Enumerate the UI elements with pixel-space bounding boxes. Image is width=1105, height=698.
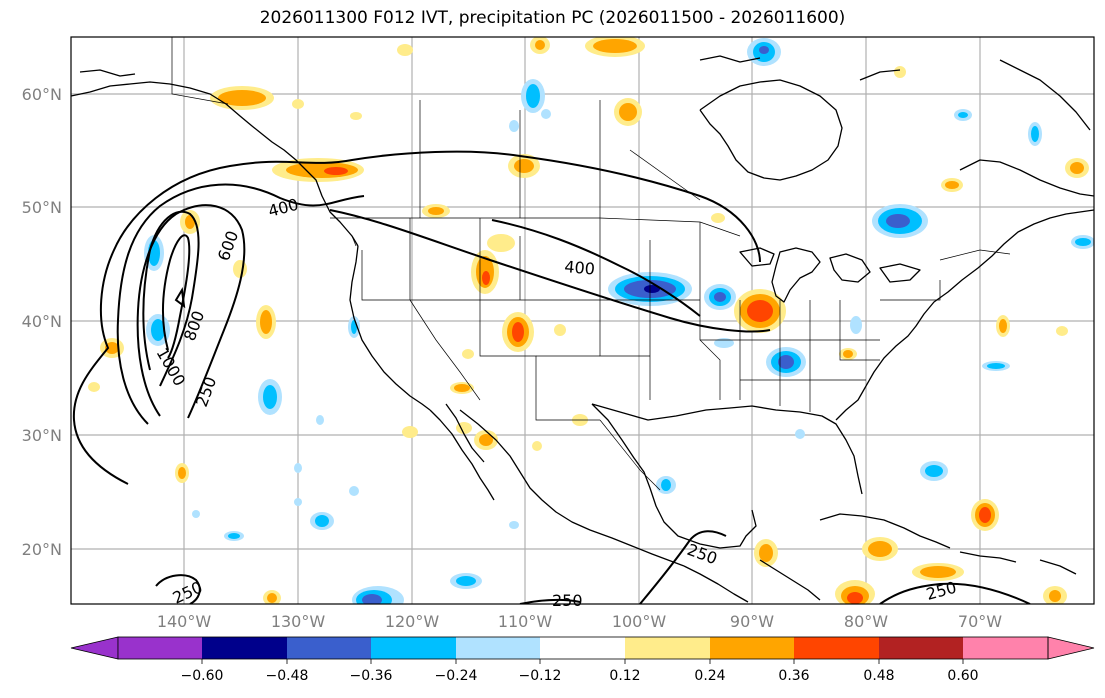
colorbar-tick-label: −0.48 [266, 668, 309, 684]
colorbar-tick-label: 0.48 [863, 668, 894, 684]
precip-pc-shading [88, 37, 1094, 604]
lat-label: 60°N [22, 85, 62, 104]
colorbar-bin [371, 637, 456, 659]
lat-label: 20°N [22, 540, 62, 559]
colorbar-bin [287, 637, 371, 659]
colorbar: −0.60 −0.48 −0.36 −0.24 −0.12 0.12 0.24 … [70, 636, 1095, 684]
colorbar-tick-label: 0.36 [778, 668, 809, 684]
map-frame [70, 36, 1095, 605]
lon-label: 130°W [271, 612, 326, 631]
lon-label: 140°W [157, 612, 212, 631]
map-title: 2026011300 F012 IVT, precipitation PC (2… [259, 8, 846, 28]
colorbar-over-arrow [1047, 636, 1095, 660]
colorbar-outline [117, 636, 1049, 660]
lon-label: 80°W [844, 612, 888, 631]
colorbar-bin [118, 637, 202, 659]
coastlines-borders [71, 55, 1094, 603]
lon-label: 100°W [612, 612, 667, 631]
lon-label: 120°W [385, 612, 440, 631]
latitude-labels: 60°N 50°N 40°N 30°N 20°N [22, 85, 62, 559]
lat-label: 40°N [22, 312, 62, 331]
political-borders [171, 37, 1011, 491]
colorbar-tick-label: 0.60 [947, 668, 978, 684]
colorbar-bin [710, 637, 794, 659]
colorbar-tick-label: −0.36 [350, 668, 393, 684]
colorbar-bin [540, 637, 625, 659]
lon-label: 110°W [498, 612, 553, 631]
lat-label: 30°N [22, 426, 62, 445]
colorbar-bin [202, 637, 287, 659]
contour-label: 400 [564, 257, 596, 279]
colorbar-tick-label: −0.24 [435, 668, 478, 684]
colorbar-tick-label: 0.24 [694, 668, 725, 684]
colorbar-tick-label: −0.60 [181, 668, 224, 684]
lon-label: 90°W [730, 612, 774, 631]
longitude-labels: 140°W 130°W 120°W 110°W 100°W 90°W 80°W … [157, 612, 1002, 631]
colorbar-tick-label: −0.12 [519, 668, 562, 684]
colorbar-under-arrow [70, 636, 119, 660]
colorbar-bin [963, 637, 1048, 659]
lat-label: 50°N [22, 198, 62, 217]
lon-label: 70°W [958, 612, 1002, 631]
colorbar-bin [456, 637, 540, 659]
colorbar-bin [625, 637, 710, 659]
colorbar-bin [794, 637, 879, 659]
ivt-contours [72, 150, 1031, 604]
colorbar-tick-label: 0.12 [609, 668, 640, 684]
colorbar-bin [879, 637, 963, 659]
contour-label: 250 [552, 591, 583, 610]
